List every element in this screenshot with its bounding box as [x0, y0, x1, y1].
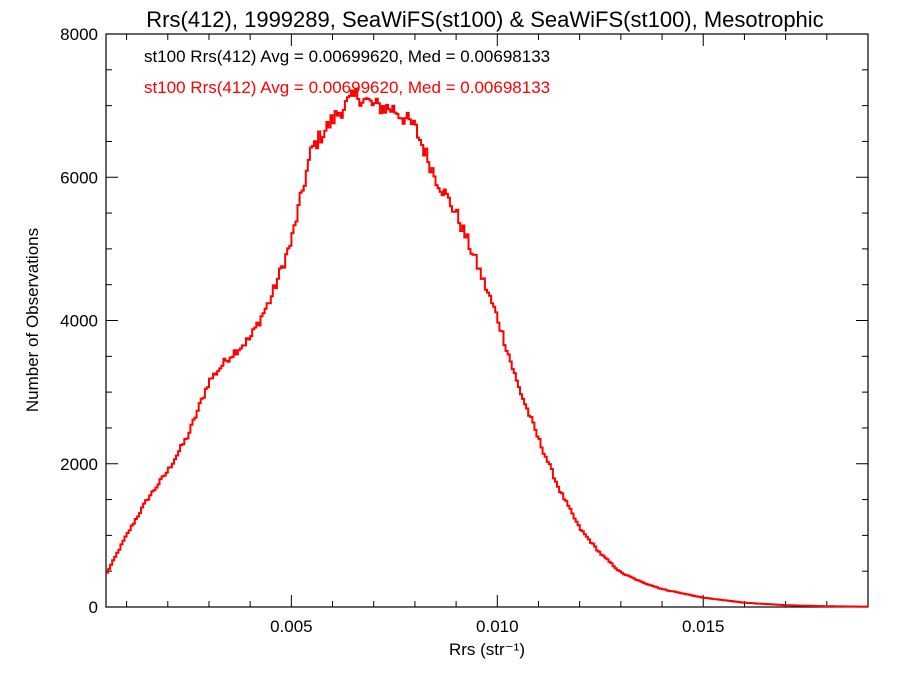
- y-tick-label: 4000: [60, 312, 98, 331]
- y-axis: 0 2000 4000 6000 8000: [60, 25, 868, 617]
- stats-annotation-red: st100 Rrs(412) Avg = 0.00699620, Med = 0…: [144, 78, 550, 97]
- plot-frame: [105, 33, 869, 608]
- x-tick-label: 0.005: [270, 617, 313, 636]
- x-tick-label: 0.010: [476, 617, 519, 636]
- stats-annotation-black: st100 Rrs(412) Avg = 0.00699620, Med = 0…: [144, 47, 550, 66]
- x-axis: 0.005 0.010 0.015: [126, 34, 869, 636]
- y-tick-label: 6000: [60, 168, 98, 187]
- chart-title: Rrs(412), 1999289, SeaWiFS(st100) & SeaW…: [146, 7, 823, 32]
- y-axis-label: Number of Observations: [23, 228, 42, 412]
- y-tick-label: 2000: [60, 455, 98, 474]
- x-axis-label: Rrs (str⁻¹): [449, 640, 525, 659]
- y-tick-label: 8000: [60, 25, 98, 44]
- y-tick-label: 0: [89, 598, 98, 617]
- series-line: [106, 88, 868, 608]
- x-tick-label: 0.015: [682, 617, 725, 636]
